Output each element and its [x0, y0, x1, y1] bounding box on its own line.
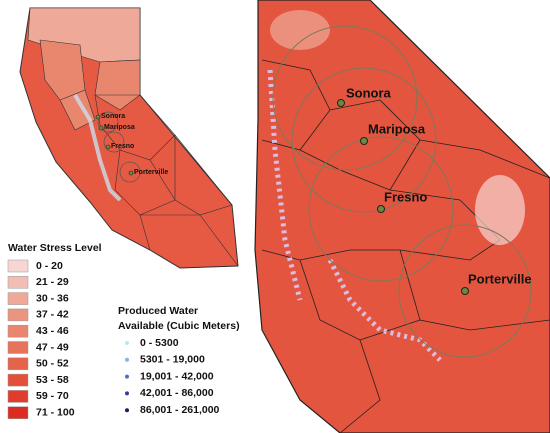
legend-swatch: [7, 308, 29, 322]
legend-swatch: [7, 373, 29, 387]
overview-map: [19, 7, 239, 269]
legend-label: 42,001 - 86,000: [140, 387, 214, 399]
city-label: Mariposa: [368, 121, 426, 136]
city-marker: [95, 114, 101, 120]
legend-title: Water Stress Level: [8, 242, 102, 254]
legend-label: 37 - 42: [36, 309, 69, 321]
city-marker: [337, 99, 345, 107]
legend-label: 5301 - 19,000: [140, 354, 205, 366]
city-label: Porterville: [468, 271, 532, 286]
legend-dot: [125, 341, 129, 345]
legend-swatch: [7, 292, 29, 305]
city-marker: [461, 287, 469, 295]
legend-label: 43 - 46: [36, 325, 69, 337]
legend-label: 30 - 36: [36, 292, 69, 304]
legend-label: 19,001 - 42,000: [140, 370, 214, 382]
city-marker: [377, 205, 385, 213]
legend-swatch: [7, 276, 29, 289]
city-label: Fresno: [111, 143, 134, 150]
legend-label: 47 - 49: [36, 341, 69, 353]
city-marker: [105, 144, 111, 150]
city-label: Sonora: [346, 85, 392, 100]
legend-dot: [125, 374, 129, 379]
zoomed-map: [254, 0, 550, 433]
legend-swatch: [7, 390, 29, 403]
legend-label: 71 - 100: [36, 406, 75, 418]
legend-label: 59 - 70: [36, 390, 69, 402]
city-label: Mariposa: [104, 124, 135, 131]
legend-swatch: [7, 357, 29, 371]
legend-title: Available (Cubic Meters): [118, 320, 240, 332]
legend-dot: [125, 357, 129, 362]
legend-swatch: [7, 341, 29, 354]
legend-dot: [125, 408, 129, 413]
legend-label: 50 - 52: [36, 358, 69, 370]
city-marker: [128, 170, 134, 176]
city-label: Porterville: [134, 169, 168, 176]
city-label: Sonora: [101, 113, 125, 120]
legend-label: 53 - 58: [36, 374, 69, 386]
legend-label: 21 - 29: [36, 276, 69, 288]
city-marker: [98, 125, 104, 131]
legend-swatch: [7, 324, 29, 338]
legend-dot: [125, 391, 129, 396]
legend-swatch: [7, 406, 29, 419]
legend-label: 0 - 20: [36, 260, 63, 272]
city-marker: [360, 137, 368, 145]
legend-label: 0 - 5300: [140, 337, 179, 349]
legend-label: 86,001 - 261,000: [140, 404, 220, 416]
legend-title: Produced Water: [118, 305, 198, 317]
legend-swatch: [7, 259, 29, 273]
city-label: Fresno: [384, 189, 427, 204]
